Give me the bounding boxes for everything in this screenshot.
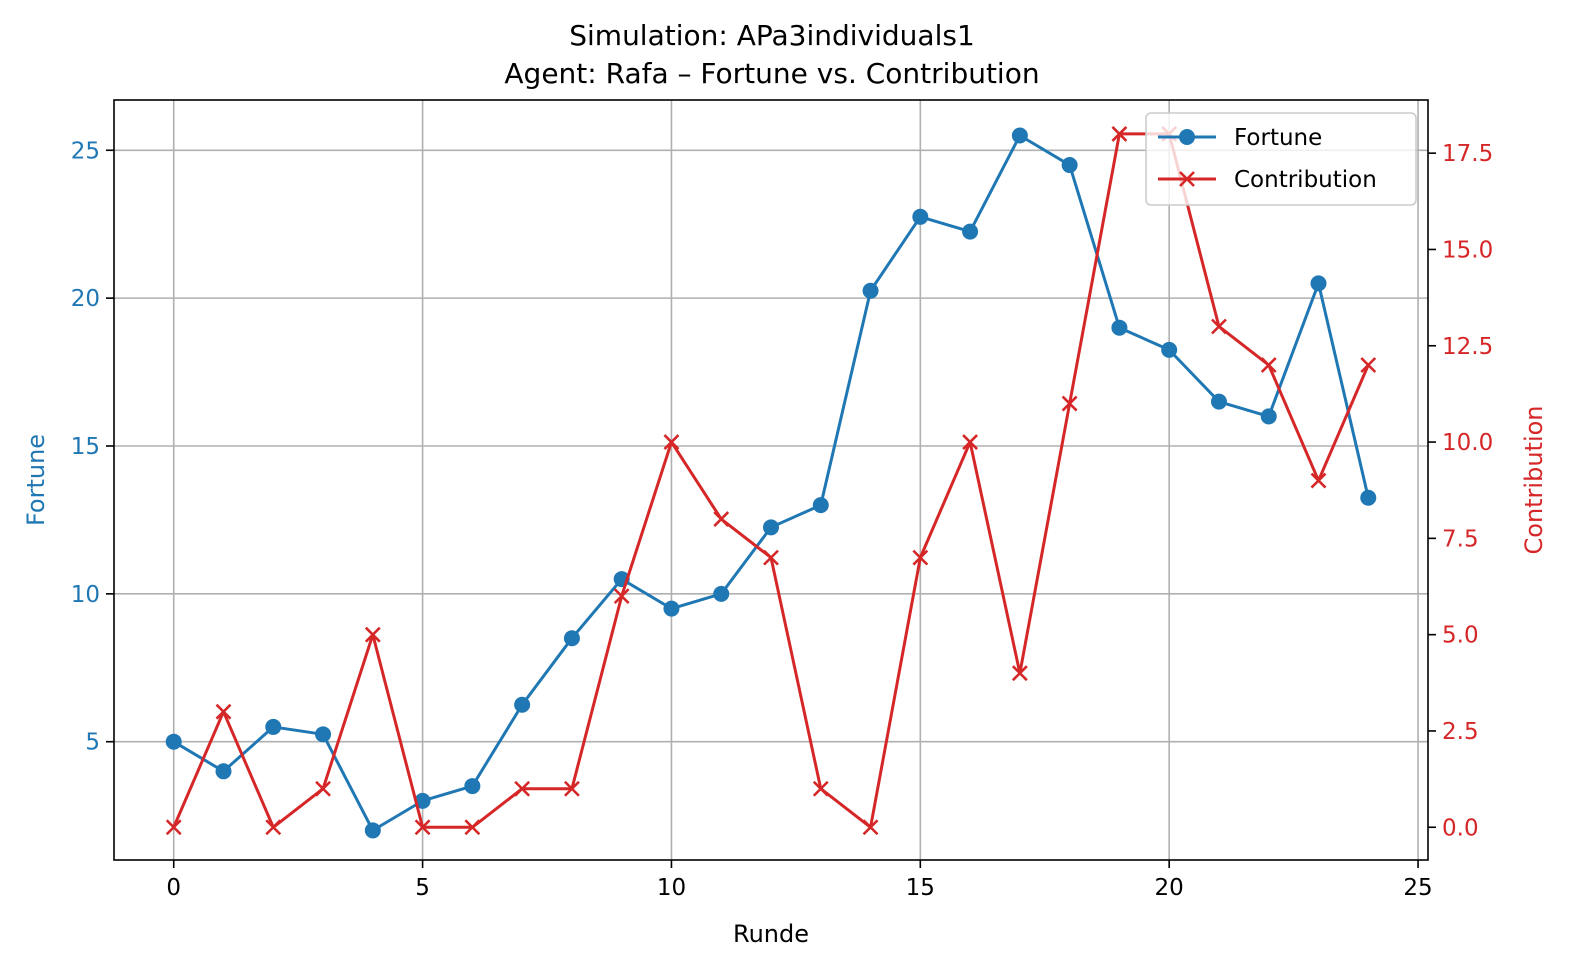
- data-point-contribution: [265, 819, 282, 836]
- data-point-fortune: [563, 630, 580, 647]
- legend-marker-contribution: [1179, 171, 1195, 187]
- data-point-fortune: [514, 696, 531, 713]
- y-left-tick-label: 15: [71, 434, 100, 460]
- y-left-tick-label: 5: [85, 730, 100, 756]
- data-point-contribution: [1211, 318, 1227, 335]
- data-point-fortune: [862, 282, 879, 299]
- y-left-tick-label: 25: [71, 138, 100, 164]
- legend-label-contribution: Contribution: [1234, 167, 1377, 193]
- data-point-fortune: [364, 822, 381, 839]
- data-point-fortune: [812, 497, 829, 514]
- y-left-tick-label: 10: [71, 582, 100, 608]
- x-tick-label: 15: [906, 875, 935, 901]
- data-point-contribution: [165, 819, 182, 836]
- data-point-contribution: [962, 434, 979, 450]
- data-point-contribution: [514, 780, 531, 797]
- legend-label-fortune: Fortune: [1234, 125, 1322, 151]
- data-point-fortune: [1360, 489, 1377, 506]
- data-point-fortune: [1011, 127, 1028, 144]
- data-point-contribution: [414, 819, 431, 836]
- data-point-contribution: [1061, 395, 1078, 412]
- y-right-tick-label: 0.0: [1442, 815, 1479, 841]
- x-tick-label: 25: [1403, 875, 1432, 901]
- data-point-contribution: [315, 780, 331, 797]
- y-right-tick-label: 17.5: [1442, 141, 1493, 167]
- data-point-fortune: [265, 718, 282, 735]
- data-point-contribution: [1310, 472, 1327, 489]
- legend: Fortune Contribution: [1145, 112, 1417, 206]
- data-point-contribution: [763, 549, 779, 566]
- data-point-contribution: [1360, 357, 1377, 373]
- data-point-fortune: [1111, 319, 1128, 336]
- data-point-fortune: [464, 778, 481, 795]
- y-right-tick-label: 7.5: [1442, 526, 1479, 552]
- y-axis-label-right: Contribution: [1520, 405, 1548, 554]
- plot-frame: [113, 99, 1429, 861]
- data-point-contribution: [713, 511, 730, 528]
- axis-layer: 0 5 10 15 20 25 5 10 15 20 25 0.0 2.5 5.0 7.5 10.0 12.5 1…: [71, 138, 1494, 901]
- y-right-tick-label: 5.0: [1442, 623, 1479, 649]
- data-point-fortune: [713, 585, 730, 602]
- data-point-contribution: [613, 588, 630, 605]
- data-point-contribution: [1111, 125, 1128, 142]
- data-point-fortune: [1210, 393, 1227, 410]
- data-point-contribution: [464, 819, 481, 836]
- data-point-fortune: [1260, 408, 1277, 425]
- data-point-fortune: [165, 733, 182, 750]
- x-tick-label: 10: [657, 875, 686, 901]
- x-tick-label: 20: [1155, 875, 1184, 901]
- data-point-fortune: [763, 519, 779, 536]
- x-tick-label: 5: [415, 875, 430, 901]
- data-point-contribution: [812, 780, 829, 797]
- y-right-tick-label: 12.5: [1442, 334, 1493, 360]
- data-point-contribution: [364, 626, 381, 643]
- x-axis-label: Runde: [733, 920, 809, 948]
- y-axis-label-left: Fortune: [22, 434, 50, 526]
- y-right-tick-label: 15.0: [1442, 237, 1493, 263]
- data-point-contribution: [663, 434, 680, 450]
- data-point-fortune: [1161, 341, 1178, 358]
- data-point-fortune: [962, 223, 979, 240]
- data-point-fortune: [1310, 275, 1327, 292]
- data-point-contribution: [1260, 357, 1277, 373]
- y-right-tick-label: 2.5: [1442, 719, 1479, 745]
- x-tick-label: 0: [166, 875, 181, 901]
- y-left-tick-label: 20: [71, 286, 100, 312]
- y-right-tick-label: 10.0: [1442, 430, 1493, 456]
- data-point-contribution: [215, 703, 232, 720]
- chart-subtitle: Agent: Rafa – Fortune vs. Contribution: [504, 57, 1039, 90]
- data-point-contribution: [1011, 665, 1028, 682]
- data-point-fortune: [414, 792, 431, 809]
- data-point-fortune: [215, 763, 232, 780]
- data-point-contribution: [912, 549, 929, 566]
- data-point-fortune: [912, 208, 929, 225]
- chart-title: Simulation: APa3individuals1: [569, 19, 975, 52]
- legend-marker-fortune: [1179, 129, 1195, 145]
- data-point-contribution: [862, 819, 879, 836]
- data-point-fortune: [1061, 157, 1078, 174]
- data-point-fortune: [315, 726, 332, 743]
- data-point-contribution: [563, 780, 580, 797]
- data-point-fortune: [663, 600, 680, 617]
